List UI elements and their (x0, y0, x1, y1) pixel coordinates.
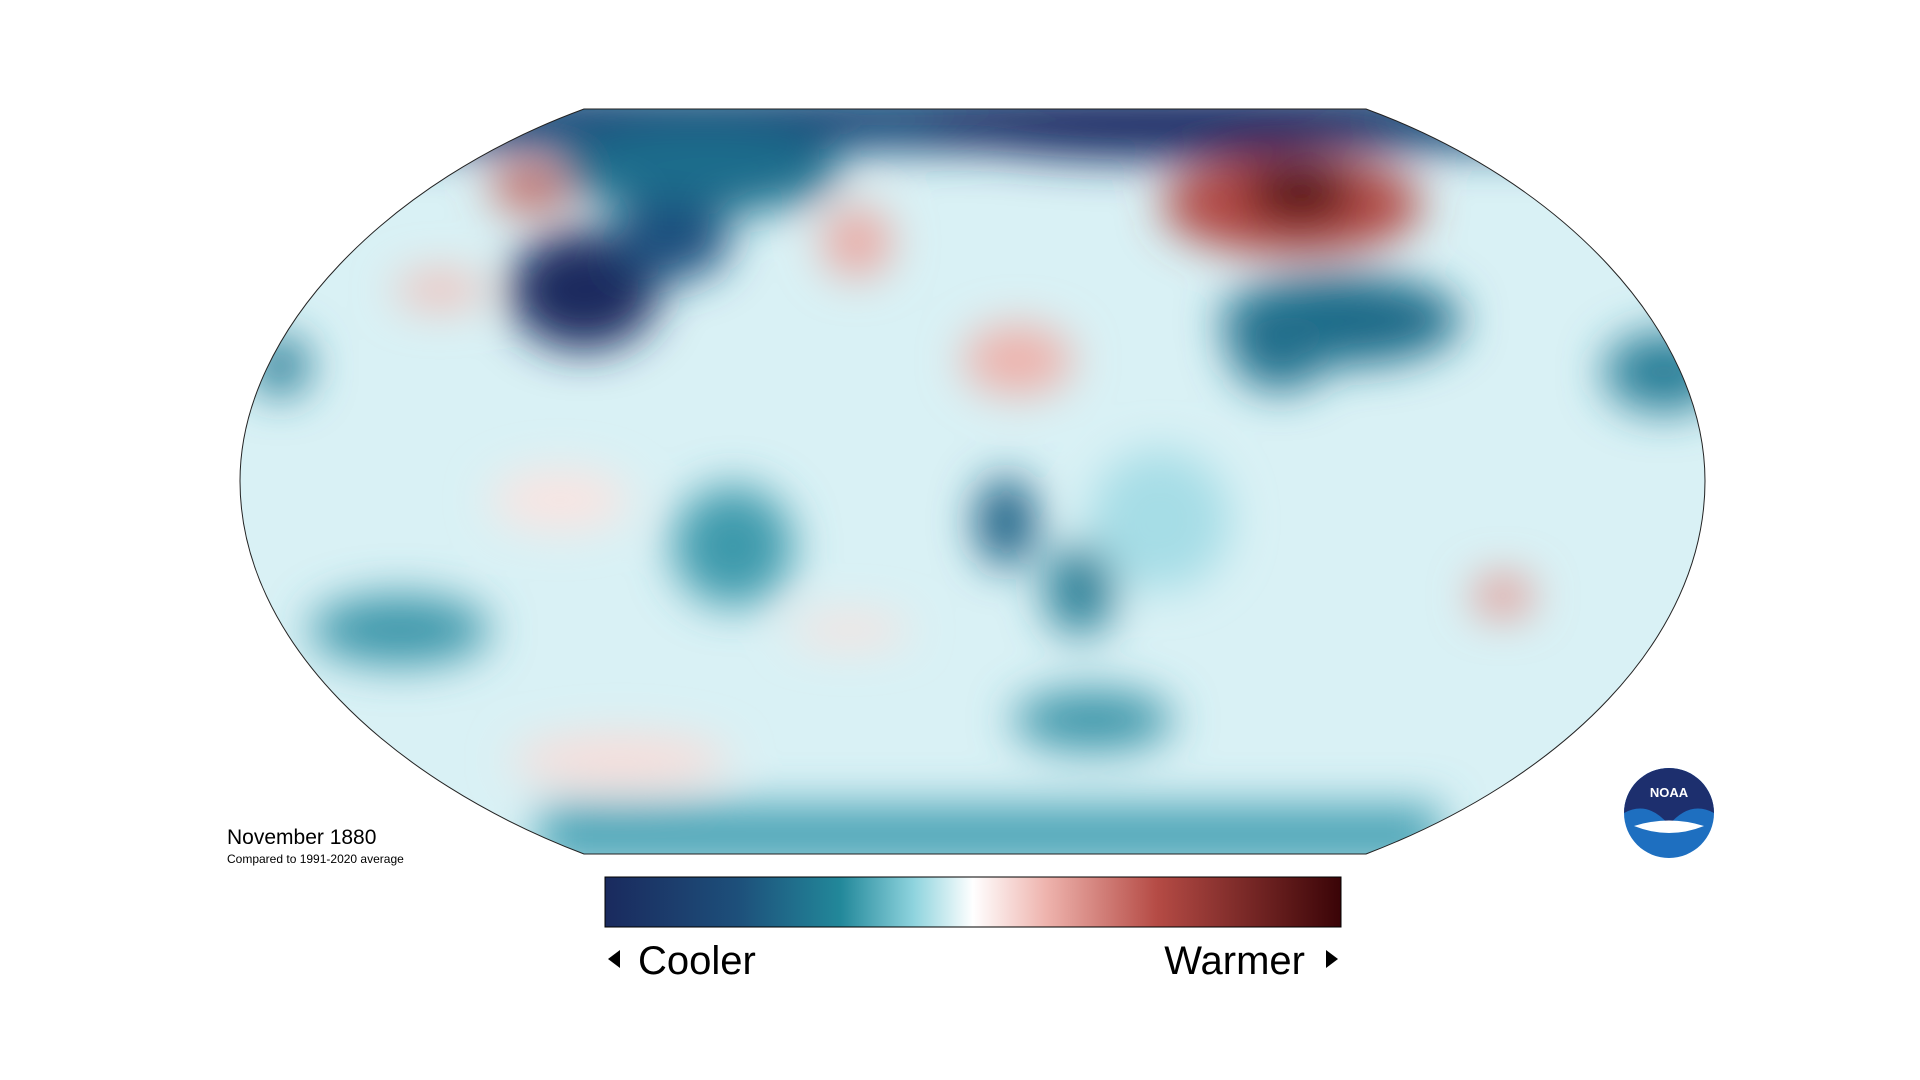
cooler-arrow (608, 950, 620, 968)
map-outline (239, 108, 1706, 855)
color-scale (604, 876, 1342, 928)
map-title: November 1880 (227, 826, 376, 849)
warmer-label: Warmer (1164, 939, 1305, 983)
logo-text: NOAA (1650, 785, 1689, 800)
map-subtitle: Compared to 1991-2020 average (227, 852, 404, 866)
anomaly-map (240, 109, 1705, 854)
noaa-logo: NOAA (1624, 768, 1714, 858)
warmer-arrow (1326, 950, 1338, 968)
cooler-label: Cooler (638, 939, 756, 983)
